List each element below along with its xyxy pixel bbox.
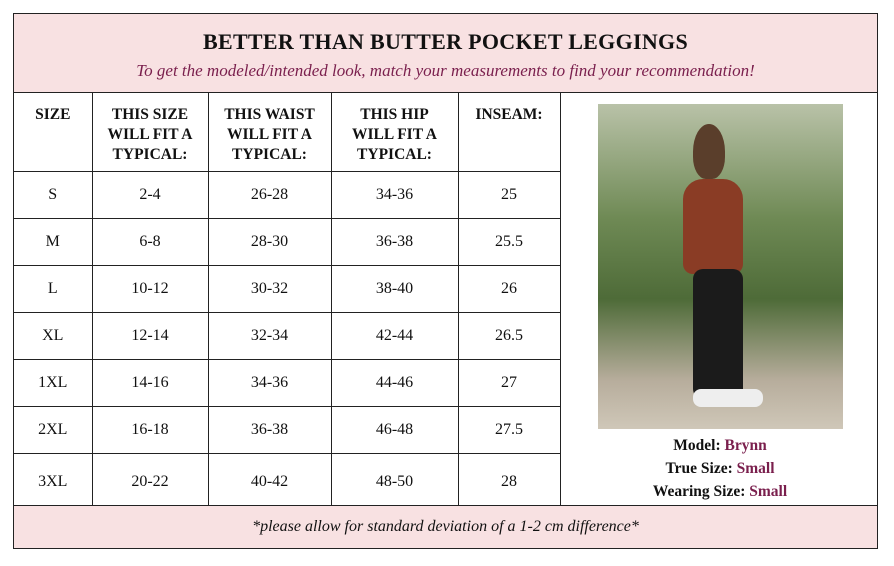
table-cell: 40-42 — [207, 453, 332, 511]
table-cell: L — [14, 265, 93, 313]
table-cell: 46-48 — [330, 406, 459, 454]
table-row: 3XL 20-22 40-42 48-50 28 — [14, 453, 561, 511]
table-cell: 28 — [457, 453, 561, 511]
model-photo — [598, 104, 843, 429]
table-cell: 34-36 — [330, 171, 459, 219]
table-cell: 3XL — [14, 453, 93, 511]
size-table: SIZE THIS SIZE WILL FIT A TYPICAL: THIS … — [14, 92, 561, 511]
table-cell: 36-38 — [207, 406, 332, 454]
table-cell: 38-40 — [330, 265, 459, 313]
table-row: 1XL 14-16 34-36 44-46 27 — [14, 359, 561, 407]
table-row: L 10-12 30-32 38-40 26 — [14, 265, 561, 313]
table-cell: 2XL — [14, 406, 93, 454]
size-chart: BETTER THAN BUTTER POCKET LEGGINGS To ge… — [13, 13, 878, 549]
wearing-size-label: Wearing Size: — [652, 483, 746, 500]
table-cell: S — [14, 171, 93, 219]
col-inseam: INSEAM: — [457, 92, 561, 172]
table-cell: 16-18 — [91, 406, 209, 454]
table-row: XL 12-14 32-34 42-44 26.5 — [14, 312, 561, 360]
table-cell: 27 — [457, 359, 561, 407]
table-cell: 27.5 — [457, 406, 561, 454]
table-cell: 2-4 — [91, 171, 209, 219]
table-cell: XL — [14, 312, 93, 360]
footer-note: *please allow for standard deviation of … — [14, 505, 877, 548]
table-cell: 14-16 — [91, 359, 209, 407]
table-cell: 48-50 — [330, 453, 459, 511]
model-label: Model: — [673, 437, 721, 454]
table-row: S 2-4 26-28 34-36 25 — [14, 171, 561, 219]
table-cell: 12-14 — [91, 312, 209, 360]
model-info: Model: Brynn True Size: Small Wearing Si… — [560, 434, 880, 503]
table-cell: 28-30 — [207, 218, 332, 266]
col-hip: THIS HIP WILL FIT A TYPICAL: — [330, 92, 459, 172]
table-cell: 25.5 — [457, 218, 561, 266]
table-cell: 25 — [457, 171, 561, 219]
wearing-size-value: Small — [749, 483, 788, 500]
table-cell: 44-46 — [330, 359, 459, 407]
chart-header: BETTER THAN BUTTER POCKET LEGGINGS To ge… — [14, 14, 877, 93]
table-cell: 42-44 — [330, 312, 459, 360]
true-size-label: True Size: — [665, 460, 733, 477]
model-name: Brynn — [724, 437, 767, 454]
table-cell: 34-36 — [207, 359, 332, 407]
table-cell: 32-34 — [207, 312, 332, 360]
table-row: M 6-8 28-30 36-38 25.5 — [14, 218, 561, 266]
table-cell: 30-32 — [207, 265, 332, 313]
table-row: 2XL 16-18 36-38 46-48 27.5 — [14, 406, 561, 454]
table-cell: 26-28 — [207, 171, 332, 219]
table-cell: 36-38 — [330, 218, 459, 266]
table-cell: 20-22 — [91, 453, 209, 511]
table-cell: 1XL — [14, 359, 93, 407]
table-cell: M — [14, 218, 93, 266]
col-size: SIZE — [14, 92, 93, 172]
table-cell: 26 — [457, 265, 561, 313]
true-size-value: Small — [736, 460, 775, 477]
col-size-fit: THIS SIZE WILL FIT A TYPICAL: — [91, 92, 209, 172]
table-cell: 10-12 — [91, 265, 209, 313]
col-waist: THIS WAIST WILL FIT A TYPICAL: — [207, 92, 332, 172]
chart-title: BETTER THAN BUTTER POCKET LEGGINGS — [203, 29, 688, 54]
table-cell: 26.5 — [457, 312, 561, 360]
chart-subtitle: To get the modeled/intended look, match … — [136, 61, 755, 80]
table-cell: 6-8 — [91, 218, 209, 266]
